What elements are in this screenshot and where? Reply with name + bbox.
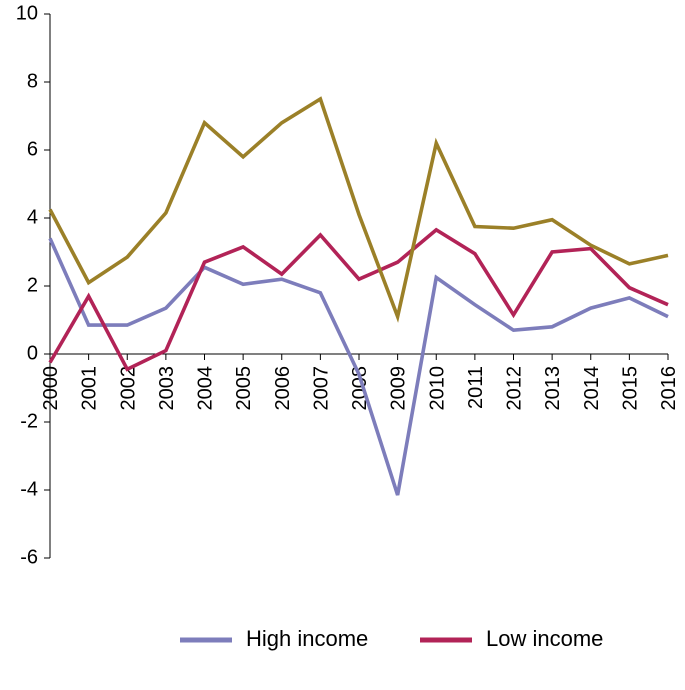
y-tick-label: 10 <box>16 2 38 24</box>
legend-label: High income <box>246 626 368 651</box>
x-tick-label: 2011 <box>465 366 487 409</box>
x-tick-label: 2012 <box>504 366 526 411</box>
y-tick-label: 6 <box>27 138 38 160</box>
line-chart: -6 -4 -2 0 2 4 6 8 10 2000 2001 2002 2003 2004 2005 200… <box>0 0 685 690</box>
x-tick-label: 2004 <box>195 366 217 411</box>
y-tick-label: -2 <box>20 410 38 432</box>
x-tick-label: 2014 <box>581 366 603 411</box>
y-tick-label: -4 <box>20 478 38 500</box>
y-tick-label: 4 <box>27 206 38 228</box>
x-tick-label: 2009 <box>388 366 410 411</box>
x-tick-label: 2000 <box>40 366 62 411</box>
x-tick-label: 2013 <box>542 366 564 411</box>
x-tick-label: 2005 <box>233 366 255 411</box>
y-tick-label: 0 <box>27 342 38 364</box>
y-tick-label: 8 <box>27 70 38 92</box>
x-tick-label: 2003 <box>156 366 178 411</box>
chart-svg: -6 -4 -2 0 2 4 6 8 10 2000 2001 2002 2003 2004 2005 200… <box>0 0 685 690</box>
x-tick-label: 2016 <box>658 366 680 411</box>
x-tick-label: 2015 <box>619 366 641 411</box>
x-tick-label: 2007 <box>310 366 332 411</box>
x-tick-label: 2006 <box>272 366 294 411</box>
series-line <box>50 99 668 317</box>
series-line <box>50 230 668 369</box>
x-tick-label: 2002 <box>117 366 139 411</box>
legend-label: Low income <box>486 626 603 651</box>
x-tick-label: 2010 <box>426 366 448 411</box>
x-tick-label: 2001 <box>79 366 101 411</box>
y-tick-label: 2 <box>27 274 38 296</box>
y-tick-label: -6 <box>20 546 38 568</box>
